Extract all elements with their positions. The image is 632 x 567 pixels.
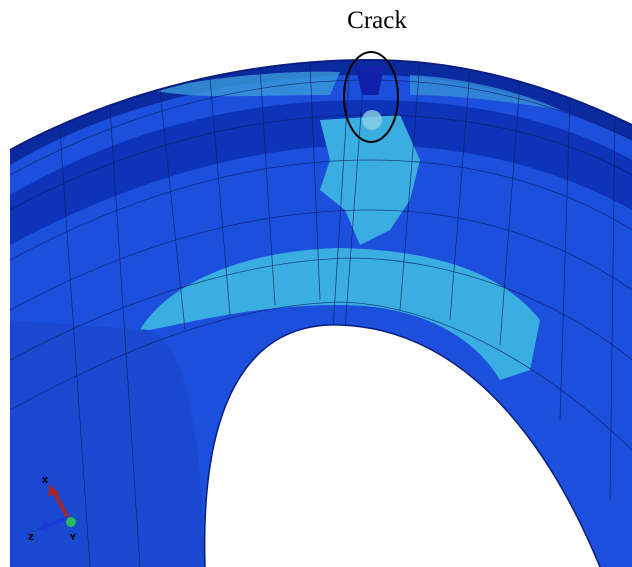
triad-y: Y	[69, 533, 76, 542]
triad-z: Z	[28, 533, 34, 542]
crack-label: Crack	[347, 7, 407, 34]
fea-render: Crack X Z Y	[0, 0, 632, 567]
pipe-elbow	[0, 0, 632, 567]
triad-x: X	[42, 476, 49, 485]
